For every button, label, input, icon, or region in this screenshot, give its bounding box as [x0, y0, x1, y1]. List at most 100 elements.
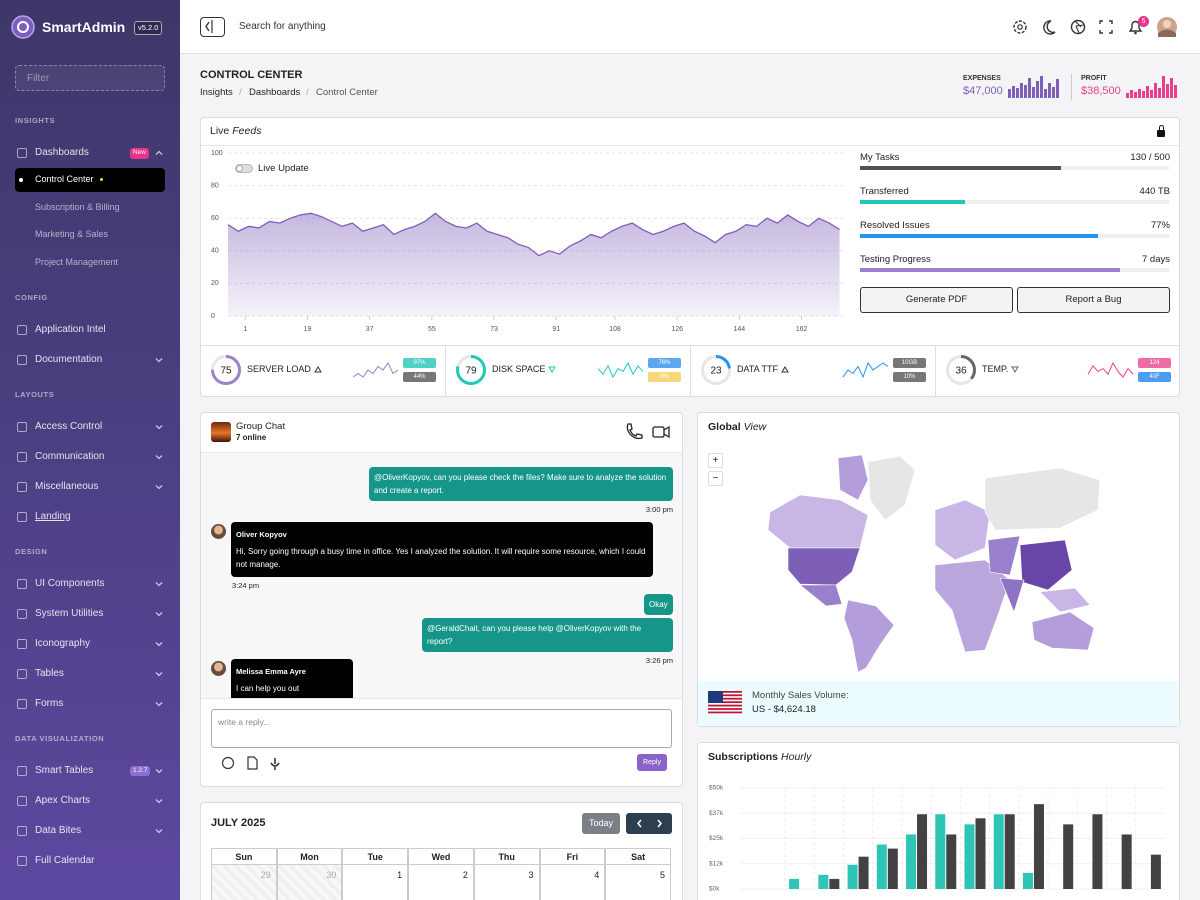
- message-own: @GeraldChait, can you please help @Olive…: [422, 618, 673, 652]
- reply-input[interactable]: write a reply...: [211, 709, 672, 748]
- day-cell[interactable]: 1: [342, 864, 409, 900]
- stat-bar: [1174, 85, 1177, 98]
- collapse-icon: [205, 20, 213, 33]
- nav-icon: [17, 608, 27, 619]
- button[interactable]: Report a Bug: [1017, 287, 1170, 313]
- nav-icon: [17, 511, 27, 522]
- stat-bar: [1056, 79, 1059, 98]
- toggle-knob: [236, 165, 243, 172]
- nav-icon: [17, 354, 27, 365]
- breadcrumb-item[interactable]: Dashboards: [249, 87, 301, 98]
- section-title: DESIGN: [15, 546, 48, 556]
- button[interactable]: Generate PDF: [860, 287, 1013, 313]
- stat-bar: [1130, 90, 1133, 98]
- stat-divider: [1071, 74, 1072, 100]
- settings-icon[interactable]: [1013, 20, 1027, 34]
- nav-item[interactable]: Communication: [35, 450, 105, 462]
- day-cell[interactable]: 2: [408, 864, 474, 900]
- nav-item[interactable]: Full Calendar: [35, 854, 95, 866]
- video-icon: [652, 426, 665, 438]
- zoom-button[interactable]: −: [708, 471, 723, 486]
- day-cell[interactable]: 4: [539, 864, 606, 900]
- zoom-button[interactable]: +: [708, 453, 723, 468]
- nav-item[interactable]: Data Bites: [35, 824, 82, 836]
- weekday: Mon: [276, 848, 343, 865]
- gauge-divider: [445, 346, 446, 396]
- subscriptions-panel: [697, 742, 1180, 900]
- message-author: Melissa Emma Ayre: [236, 667, 306, 676]
- nav-chevron: [155, 484, 163, 489]
- bell-icon[interactable]: [1128, 20, 1143, 35]
- nav-item[interactable]: Application Intel: [35, 323, 106, 335]
- gauge-label: TEMP.: [982, 364, 1009, 374]
- nav-item[interactable]: Smart Tables: [35, 764, 94, 776]
- chevron: [155, 484, 163, 489]
- file-icon: [247, 756, 258, 770]
- stat-bar: [1024, 85, 1027, 98]
- stat-bar: [1138, 89, 1141, 98]
- collapse-button[interactable]: [200, 17, 225, 37]
- nav-subitem[interactable]: Marketing & Sales: [35, 229, 109, 239]
- progress-text: 7 days: [1142, 254, 1170, 265]
- gauge-divider: [690, 346, 691, 396]
- lock-icon: [1157, 130, 1165, 137]
- video-lens: [663, 425, 670, 439]
- badge-text: 97%: [413, 360, 426, 366]
- day-cell[interactable]: 5: [605, 864, 671, 900]
- filter-input[interactable]: Filter: [15, 65, 165, 91]
- message-text: @GeraldChait, can you please help @Olive…: [427, 624, 642, 646]
- reply-button[interactable]: Reply: [637, 754, 667, 771]
- breadcrumb-item[interactable]: Insights: [200, 87, 233, 98]
- theme-icon[interactable]: [1043, 20, 1056, 35]
- weekday-label: Mon: [300, 852, 319, 862]
- progress-track: [860, 200, 1169, 204]
- reply-placeholder: write a reply...: [218, 717, 271, 727]
- nav-item[interactable]: System Utilities: [35, 607, 104, 619]
- fullscreen-icon[interactable]: [1099, 20, 1113, 34]
- flag-stripe: [708, 694, 742, 697]
- nav-chevron: [155, 671, 163, 676]
- nav-item[interactable]: Access Control: [35, 420, 103, 432]
- phone-icon: [626, 423, 643, 440]
- weekday-label: Thu: [498, 852, 515, 862]
- stat-bar: [1170, 78, 1173, 98]
- stat-bar: [1134, 92, 1137, 98]
- notification-badge: 5: [1138, 16, 1149, 27]
- avatar[interactable]: [1157, 17, 1177, 37]
- day-number: 2: [462, 870, 468, 880]
- reply-tools: [221, 756, 280, 770]
- today-button[interactable]: Today: [582, 813, 620, 834]
- nav-item[interactable]: Iconography: [35, 637, 91, 649]
- day-cell[interactable]: 30: [276, 864, 343, 900]
- weekday: Thu: [473, 848, 540, 865]
- calendar-nav[interactable]: [626, 813, 672, 834]
- nav-item[interactable]: Forms: [35, 697, 64, 709]
- nav-subitem[interactable]: Project Management: [35, 256, 119, 267]
- nav-subitem[interactable]: Control Center: [35, 175, 103, 184]
- aperture-icon[interactable]: [1070, 19, 1086, 35]
- toggle[interactable]: [235, 164, 253, 173]
- nav-badge: New: [130, 148, 150, 159]
- nav-item[interactable]: Miscellaneous: [35, 480, 99, 492]
- day-cell[interactable]: 29: [211, 864, 277, 900]
- nav-item[interactable]: Documentation: [35, 353, 103, 365]
- nav-subitem[interactable]: Subscription & Billing: [35, 201, 120, 212]
- nav-icon: [17, 638, 27, 649]
- mic-icon: [270, 758, 280, 770]
- weekday-label: Fri: [566, 852, 579, 862]
- message: Oliver Kopyov Hi, Sorry going through a b…: [231, 522, 653, 577]
- flag-stripe: [708, 704, 742, 707]
- day-number: 30: [326, 870, 337, 880]
- nav-item[interactable]: Tables: [35, 667, 64, 679]
- nav-item[interactable]: Apex Charts: [35, 794, 91, 806]
- nav-badge: 1.2.7: [130, 765, 151, 776]
- progress-label: My Tasks: [860, 152, 900, 163]
- flag-icon: [708, 691, 742, 714]
- nav-item[interactable]: UI Components: [35, 577, 105, 589]
- day-cell[interactable]: 3: [473, 864, 540, 900]
- nav-item[interactable]: Landing: [35, 510, 71, 522]
- badge-text: 3%: [660, 374, 669, 380]
- nav-item[interactable]: Dashboards: [35, 147, 89, 158]
- brand-logo: [11, 15, 35, 39]
- section-title: INSIGHTS: [15, 116, 56, 125]
